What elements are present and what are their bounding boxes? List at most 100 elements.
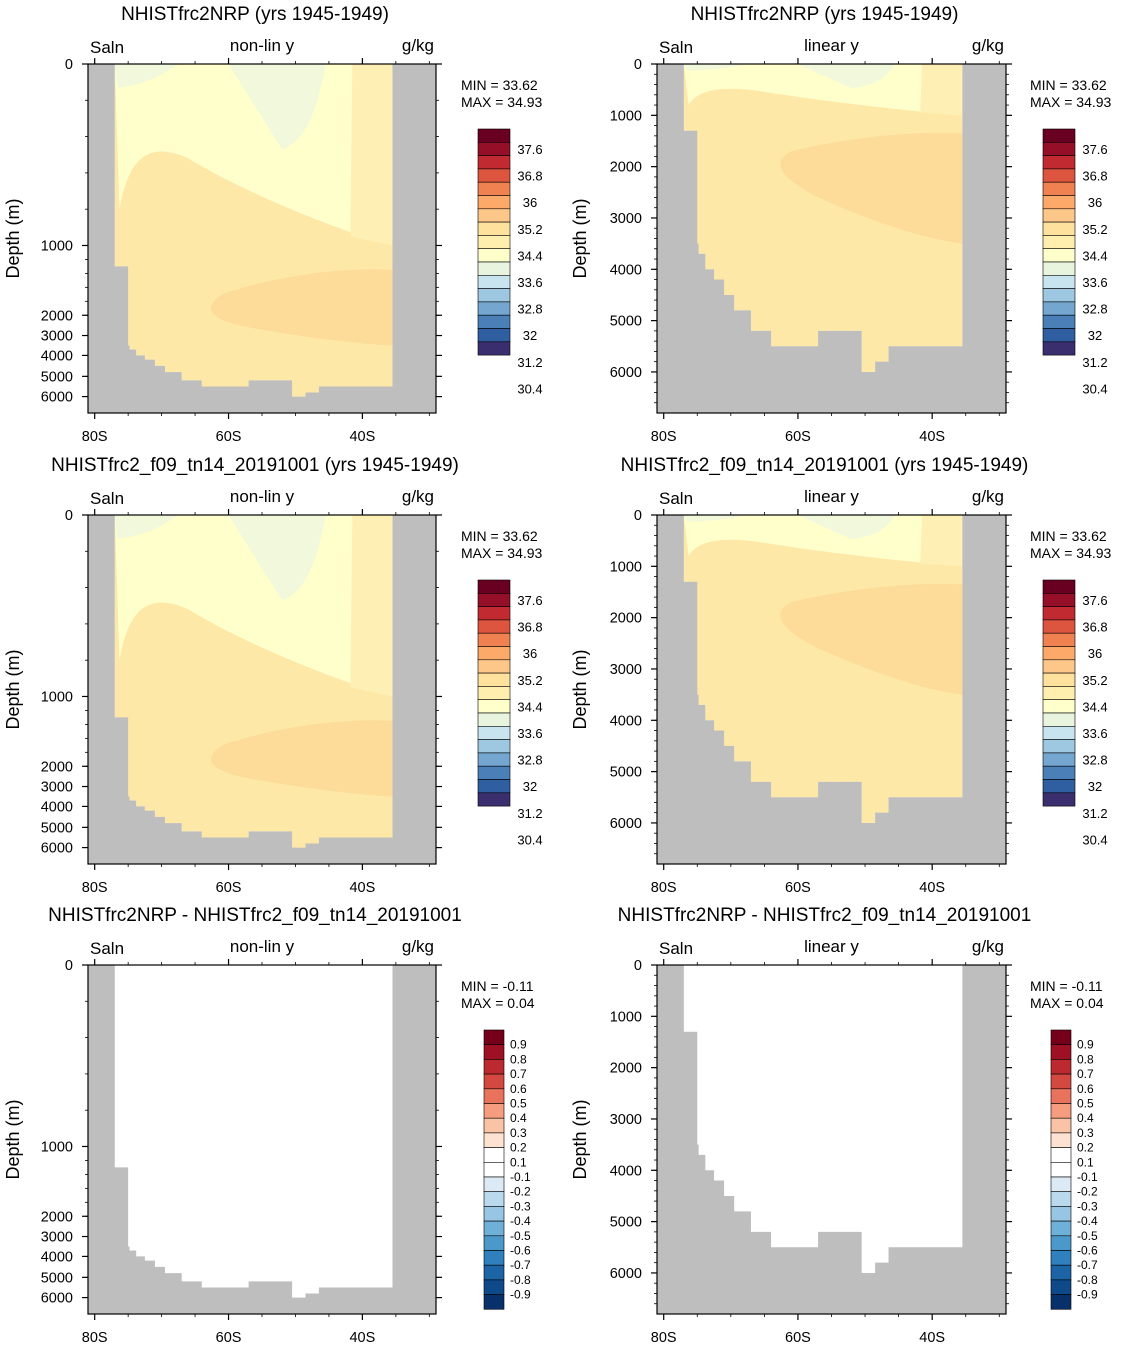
min-label: MIN = 33.62 [1030, 77, 1107, 93]
difference-field [114, 965, 393, 1298]
colorbar-label: 0.1 [510, 1155, 527, 1169]
colorbar-label: 30.4 [1082, 381, 1107, 396]
y-tick-label: 2000 [610, 611, 642, 627]
colorbar-label: 37.6 [517, 593, 542, 608]
colorbar-swatch [1042, 619, 1076, 634]
y-tick-label: 4000 [41, 348, 73, 364]
y-tick-label: 4000 [610, 262, 642, 278]
salinity-contour-fresh-west [114, 515, 179, 539]
colorbar-swatch [477, 208, 511, 223]
colorbar-label: 36 [1088, 195, 1102, 210]
colorbar-label: 36.8 [1082, 620, 1107, 635]
y-tick-label: 4000 [41, 799, 73, 815]
colorbar-label: 35.2 [1082, 673, 1107, 688]
colorbar-swatch [1042, 341, 1076, 356]
colorbar-label: -0.2 [1077, 1185, 1098, 1199]
colorbar-swatch [1050, 1103, 1072, 1119]
salinity-contour-fresh-center [797, 515, 896, 540]
max-label: MAX = 0.04 [461, 995, 535, 1011]
salinity-contour-core [210, 720, 393, 797]
colorbar-label: -0.6 [510, 1244, 531, 1258]
colorbar-label: -0.3 [510, 1199, 531, 1213]
colorbar-swatch [483, 1029, 505, 1045]
land-mask [657, 64, 1006, 413]
corner-left-label: Saln [90, 38, 124, 57]
x-tick-label: 80S [82, 1330, 108, 1346]
corner-center-label: non-lin y [230, 487, 295, 506]
y-tick-label: 4000 [610, 1163, 642, 1179]
colorbar-label: 0.4 [510, 1111, 527, 1125]
max-label: MAX = 0.04 [1030, 995, 1104, 1011]
y-tick-label: 1000 [610, 108, 642, 124]
colorbar-swatch [477, 765, 511, 780]
colorbar-swatch [1050, 1147, 1072, 1163]
colorbar-swatch [1042, 579, 1076, 594]
x-tick-label: 40S [919, 880, 945, 896]
min-label: MIN = 33.62 [1030, 528, 1107, 544]
colorbar-swatch [477, 288, 511, 303]
corner-right-label: g/kg [402, 937, 434, 956]
x-tick-label: 60S [216, 880, 242, 896]
salinity-contour-fresh-west [114, 64, 179, 88]
colorbar-label: -0.4 [1077, 1214, 1098, 1228]
colorbar-swatch [477, 168, 511, 183]
colorbar-swatch [483, 1103, 505, 1119]
corner-right-label: g/kg [402, 487, 434, 506]
salinity-contour-upper [683, 64, 963, 116]
colorbar-swatch [483, 1162, 505, 1178]
plot-area [88, 64, 436, 413]
colorbar-swatch [477, 301, 511, 316]
colorbar-swatch [1042, 592, 1076, 607]
colorbar-swatch [1050, 1235, 1072, 1251]
colorbar-swatch [1042, 328, 1076, 343]
y-axis-label: Depth (m) [3, 649, 23, 729]
colorbar-swatch [1042, 208, 1076, 223]
salinity-contour-upper [114, 515, 393, 697]
colorbar-swatch [1050, 1191, 1072, 1207]
colorbar-swatch [477, 699, 511, 714]
colorbar-swatch [1042, 221, 1076, 236]
colorbar-swatch [477, 142, 511, 156]
colorbar-label: 34.4 [1082, 248, 1107, 263]
plot-area [657, 515, 1006, 864]
colorbar-swatch [477, 739, 511, 754]
panel-p4: NHISTfrc2_f09_tn14_20191001 (yrs 1945-19… [570, 455, 1112, 896]
colorbar-swatch [477, 195, 511, 210]
colorbar-label: 0.6 [510, 1082, 527, 1096]
colorbar-label: 0.3 [510, 1126, 527, 1140]
y-tick-label: 5000 [610, 314, 642, 330]
y-tick-label: 0 [634, 958, 642, 974]
colorbar-swatch [477, 712, 511, 727]
corner-right-label: g/kg [972, 487, 1004, 506]
colorbar-label: 0.5 [1077, 1097, 1094, 1111]
colorbar-label: 0.1 [1077, 1155, 1094, 1169]
colorbar-label: 30.4 [517, 832, 542, 847]
x-tick-label: 60S [216, 429, 242, 445]
corner-right-label: g/kg [972, 937, 1004, 956]
y-tick-label: 6000 [610, 365, 642, 381]
colorbar-swatch [1042, 301, 1076, 316]
colorbar-label: 35.2 [1082, 222, 1107, 237]
colorbar-swatch [1050, 1088, 1072, 1104]
y-tick-label: 0 [634, 508, 642, 524]
corner-left-label: Saln [659, 489, 693, 508]
panel-title: NHISTfrc2NRP (yrs 1945-1949) [691, 4, 959, 25]
y-tick-label: 3000 [610, 211, 642, 227]
y-tick-label: 1000 [610, 559, 642, 575]
colorbar-label: 31.2 [517, 355, 542, 370]
colorbar-label: 0.3 [1077, 1126, 1094, 1140]
colorbar-swatch [1050, 1117, 1072, 1134]
colorbar-swatch [1042, 765, 1076, 780]
colorbar-label: -0.1 [510, 1170, 531, 1184]
colorbar-swatch [477, 248, 511, 263]
colorbar-label: -0.9 [510, 1288, 531, 1302]
colorbar-swatch [1042, 181, 1076, 196]
colorbar-label: 32 [523, 328, 537, 343]
x-tick-label: 40S [919, 1330, 945, 1346]
y-tick-label: 4000 [41, 1249, 73, 1265]
colorbar-label: 33.6 [517, 726, 542, 741]
salinity-contour-fresh-west [683, 64, 748, 71]
colorbar-label: -0.3 [1077, 1199, 1098, 1213]
colorbar-swatch [483, 1147, 505, 1163]
y-tick-label: 2000 [41, 759, 73, 775]
